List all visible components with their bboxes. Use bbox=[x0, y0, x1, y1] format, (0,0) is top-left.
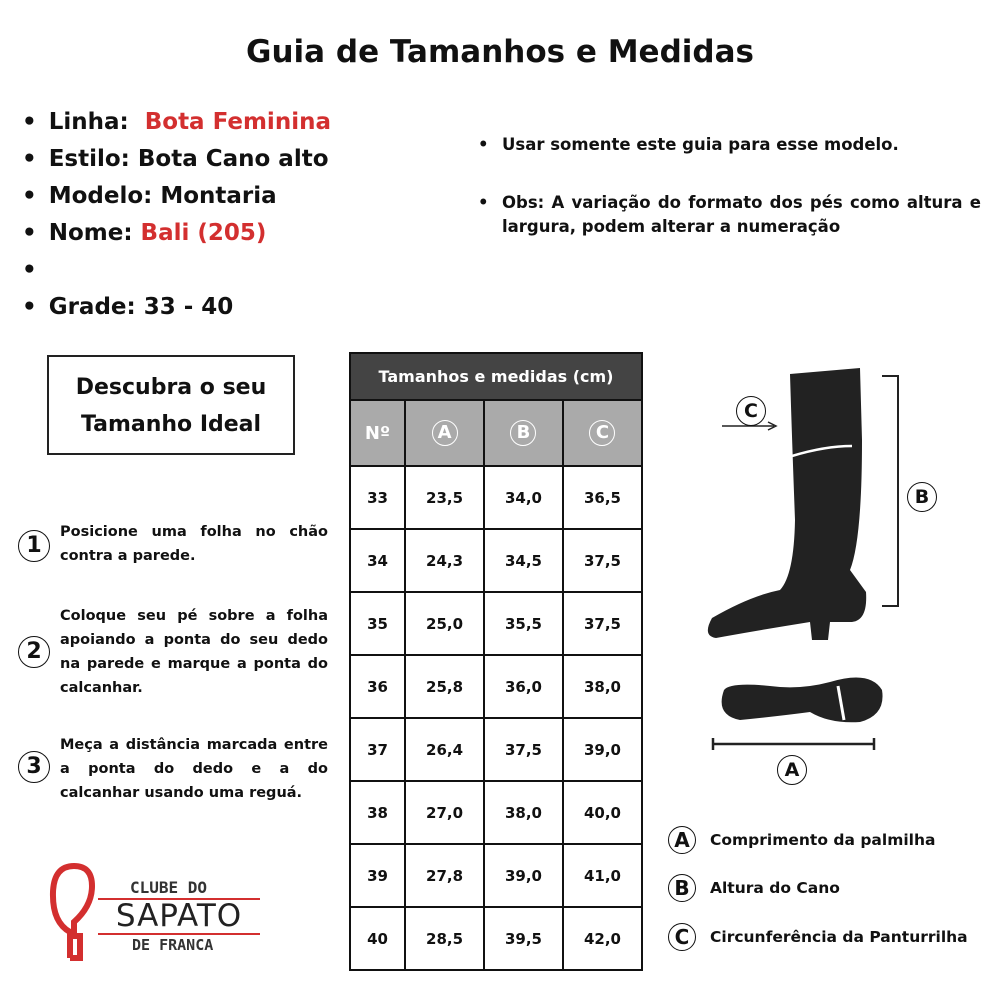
table-title: Tamanhos e medidas (cm) bbox=[349, 352, 643, 401]
header-c: C bbox=[589, 420, 616, 446]
b-cell: 36,0 bbox=[483, 654, 564, 719]
table-row: 34 24,3 34,5 37,5 bbox=[348, 528, 644, 593]
size-cell: 40 bbox=[348, 906, 407, 971]
step-number: 1 bbox=[18, 530, 50, 562]
c-cell: 37,5 bbox=[561, 591, 644, 656]
sole-icon bbox=[721, 677, 883, 723]
size-table: Tamanhos e medidas (cm) Nº A B C 33 23,5 3… bbox=[348, 352, 644, 971]
size-cell: 35 bbox=[348, 591, 407, 656]
info-empty bbox=[22, 252, 331, 289]
info-estilo: Estilo: Bota Cano alto bbox=[22, 141, 331, 178]
step-text: Posicione uma folha no chão contra a par… bbox=[60, 524, 328, 564]
discover-line-2: Tamanho Ideal bbox=[80, 412, 262, 437]
page-title: Guia de Tamanhos e Medidas bbox=[246, 34, 754, 70]
logo: CLUBE DO SAPATO DE FRANCA bbox=[48, 862, 263, 962]
table-row: 33 23,5 34,0 36,5 bbox=[348, 465, 644, 530]
logo-text-2: SAPATO bbox=[98, 898, 260, 935]
label-b: B bbox=[907, 482, 937, 512]
logo-text-3: DE FRANCA bbox=[132, 936, 214, 954]
b-cell: 39,5 bbox=[483, 906, 564, 971]
size-cell: 37 bbox=[348, 717, 407, 782]
header-number: Nº bbox=[348, 399, 407, 467]
info-nome: Nome: Bali (205) bbox=[22, 215, 331, 252]
header-b: B bbox=[510, 420, 537, 446]
ruler-a-icon bbox=[711, 738, 876, 750]
step-text: Meça a distância marcada entre a ponta d… bbox=[60, 737, 328, 801]
a-cell: 27,0 bbox=[404, 780, 486, 845]
c-cell: 38,0 bbox=[561, 654, 644, 719]
legend-b: B Altura do Cano bbox=[668, 874, 840, 902]
table-row: 36 25,8 36,0 38,0 bbox=[348, 654, 644, 719]
table-row: 38 27,0 38,0 40,0 bbox=[348, 780, 644, 845]
info-modelo: Modelo: Montaria bbox=[22, 178, 331, 215]
a-cell: 25,0 bbox=[404, 591, 486, 656]
table-row: 39 27,8 39,0 41,0 bbox=[348, 843, 644, 908]
note-1: Usar somente este guia para esse modelo. bbox=[478, 133, 981, 157]
b-cell: 37,5 bbox=[483, 717, 564, 782]
step-number: 2 bbox=[18, 636, 50, 668]
c-cell: 39,0 bbox=[561, 717, 644, 782]
note-2: Obs: A variação do formato dos pés como … bbox=[478, 191, 981, 239]
boot-icon bbox=[707, 368, 867, 640]
size-cell: 33 bbox=[348, 465, 407, 530]
step-number: 3 bbox=[18, 751, 50, 783]
a-cell: 28,5 bbox=[404, 906, 486, 971]
step-1: 1 Posicione uma folha no chão contra a pa… bbox=[18, 520, 328, 568]
legend-label: Circunferência da Panturrilha bbox=[710, 928, 968, 946]
legend-label: Altura do Cano bbox=[710, 879, 840, 897]
a-cell: 27,8 bbox=[404, 843, 486, 908]
b-cell: 35,5 bbox=[483, 591, 564, 656]
size-cell: 38 bbox=[348, 780, 407, 845]
a-cell: 24,3 bbox=[404, 528, 486, 593]
c-cell: 41,0 bbox=[561, 843, 644, 908]
bracket-b-icon bbox=[882, 375, 899, 607]
step-3: 3 Meça a distância marcada entre a ponta … bbox=[18, 733, 328, 805]
b-cell: 38,0 bbox=[483, 780, 564, 845]
legend-a: A Comprimento da palmilha bbox=[668, 826, 935, 854]
b-cell: 34,5 bbox=[483, 528, 564, 593]
size-cell: 34 bbox=[348, 528, 407, 593]
c-cell: 42,0 bbox=[561, 906, 644, 971]
size-cell: 36 bbox=[348, 654, 407, 719]
boot-diagram bbox=[707, 368, 899, 750]
c-cell: 36,5 bbox=[561, 465, 644, 530]
info-linha: Linha: Bota Feminina bbox=[22, 104, 331, 141]
b-cell: 39,0 bbox=[483, 843, 564, 908]
table-row: 35 25,0 35,5 37,5 bbox=[348, 591, 644, 656]
legend-c: C Circunferência da Panturrilha bbox=[668, 923, 968, 951]
step-2: 2 Coloque seu pé sobre a folha apoiando a… bbox=[18, 604, 328, 700]
logo-text-1: CLUBE DO bbox=[130, 878, 208, 897]
legend-label: Comprimento da palmilha bbox=[710, 831, 936, 849]
b-cell: 34,0 bbox=[483, 465, 564, 530]
legend-key: A bbox=[668, 826, 696, 854]
a-cell: 23,5 bbox=[404, 465, 486, 530]
size-cell: 39 bbox=[348, 843, 407, 908]
product-info: Linha: Bota Feminina Estilo: Bota Cano a… bbox=[22, 104, 331, 326]
legend-key: B bbox=[668, 874, 696, 902]
circumference-arrow-icon bbox=[791, 444, 853, 458]
a-cell: 26,4 bbox=[404, 717, 486, 782]
label-c: C bbox=[736, 396, 766, 426]
c-cell: 40,0 bbox=[561, 780, 644, 845]
table-row: 37 26,4 37,5 39,0 bbox=[348, 717, 644, 782]
table-row: 40 28,5 39,5 42,0 bbox=[348, 906, 644, 971]
label-a: A bbox=[777, 755, 807, 785]
header-a: A bbox=[431, 420, 458, 446]
step-text: Coloque seu pé sobre a folha apoiando a … bbox=[60, 608, 328, 696]
discover-size-box: Descubra o seu Tamanho Ideal bbox=[47, 355, 295, 455]
footprint-icon bbox=[49, 862, 96, 961]
a-cell: 25,8 bbox=[404, 654, 486, 719]
legend-key: C bbox=[668, 923, 696, 951]
discover-line-1: Descubra o seu bbox=[75, 375, 267, 400]
c-cell: 37,5 bbox=[561, 528, 644, 593]
info-grade: Grade: 33 - 40 bbox=[22, 289, 331, 326]
